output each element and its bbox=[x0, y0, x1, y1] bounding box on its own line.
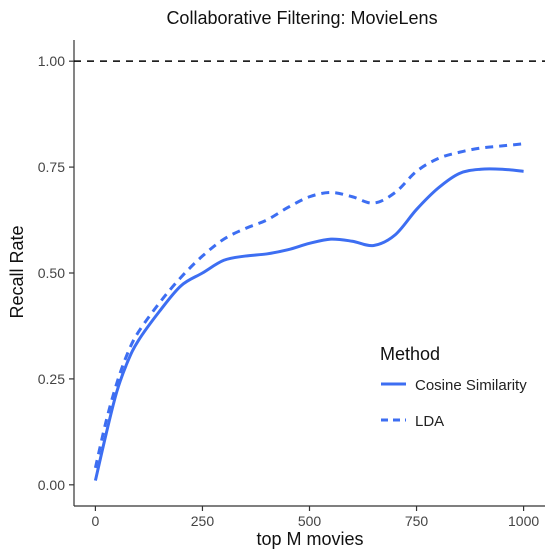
x-axis-label: top M movies bbox=[256, 529, 363, 549]
y-tick-label: 1.00 bbox=[38, 53, 65, 69]
y-tick-label: 0.75 bbox=[38, 159, 65, 175]
legend-label-cosine: Cosine Similarity bbox=[415, 377, 527, 394]
x-tick-label: 250 bbox=[191, 513, 215, 529]
y-ticks: 0.00 0.25 0.50 0.75 1.00 bbox=[38, 53, 74, 493]
legend: Method Cosine Similarity LDA bbox=[380, 344, 527, 430]
x-tick-label: 750 bbox=[405, 513, 429, 529]
legend-label-lda: LDA bbox=[415, 413, 444, 430]
x-tick-label: 1000 bbox=[508, 513, 539, 529]
chart-title: Collaborative Filtering: MovieLens bbox=[166, 8, 437, 28]
x-ticks: 0 250 500 750 1000 bbox=[92, 506, 539, 529]
series-layer bbox=[93, 142, 524, 481]
series-line-cosine-similarity bbox=[93, 167, 524, 481]
y-axis-label: Recall Rate bbox=[7, 225, 27, 318]
x-tick-label: 0 bbox=[92, 513, 100, 529]
y-tick-label: 0.50 bbox=[38, 265, 65, 281]
x-tick-label: 500 bbox=[298, 513, 322, 529]
legend-title: Method bbox=[380, 344, 440, 364]
y-tick-label: 0.00 bbox=[38, 477, 65, 493]
series-line-lda bbox=[93, 142, 524, 469]
y-tick-label: 0.25 bbox=[38, 371, 65, 387]
